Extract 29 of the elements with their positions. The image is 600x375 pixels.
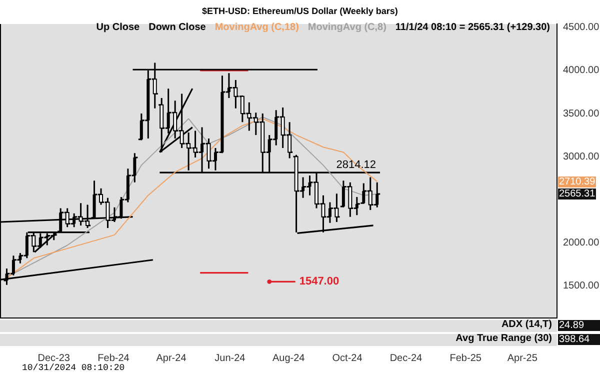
- x-tick-label: Dec-23: [38, 352, 70, 364]
- y-tick-label: 2000.00: [563, 237, 600, 248]
- text: Avg True Range (30): [456, 333, 552, 344]
- text: 24.89: [558, 320, 600, 331]
- y-tick-label: 3500.00: [563, 108, 600, 120]
- text: 10/31/2024 08:10:20: [22, 363, 125, 373]
- x-tick-label: Apr-25: [507, 352, 538, 364]
- text: 2710.39: [558, 176, 596, 188]
- x-tick-label: Oct-24: [332, 352, 363, 364]
- y-tick-label: 4000.00: [563, 65, 600, 76]
- x-tick-label: Feb-24: [98, 352, 130, 364]
- x-tick-label: Feb-25: [450, 352, 482, 364]
- y-tick-label: 1500.00: [563, 280, 600, 292]
- text: ADX (14,T): [501, 319, 552, 330]
- text: 2565.31: [558, 188, 596, 200]
- chart-title: $ETH-USD: Ethereum/US Dollar (Weekly bars): [201, 6, 399, 16]
- text: MovingAvg (C,8): [308, 22, 386, 33]
- text: 398.64: [558, 334, 600, 345]
- x-tick-label: Apr-24: [156, 352, 187, 364]
- x-tick-label: Jun-24: [214, 352, 246, 364]
- x-tick-label: Aug-24: [272, 352, 306, 364]
- y-tick-label: 3000.00: [563, 151, 600, 162]
- x-tick-label: Dec-24: [390, 352, 423, 364]
- annotation: Up Close: [96, 22, 140, 33]
- annotation: Down Close: [148, 22, 206, 33]
- y-tick-label: 4500.00: [563, 22, 600, 34]
- annotation: 11/1/24 08:10 = 2565.31 (+129.30): [395, 22, 550, 33]
- series-label: 1547.00: [299, 276, 340, 288]
- text: MovingAvg (C,18): [214, 22, 299, 33]
